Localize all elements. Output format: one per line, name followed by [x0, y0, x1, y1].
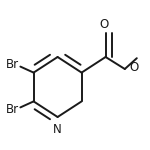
Text: Br: Br: [5, 58, 19, 71]
Text: O: O: [130, 61, 139, 74]
Text: O: O: [100, 18, 109, 31]
Text: N: N: [53, 123, 62, 136]
Text: Br: Br: [5, 103, 19, 116]
